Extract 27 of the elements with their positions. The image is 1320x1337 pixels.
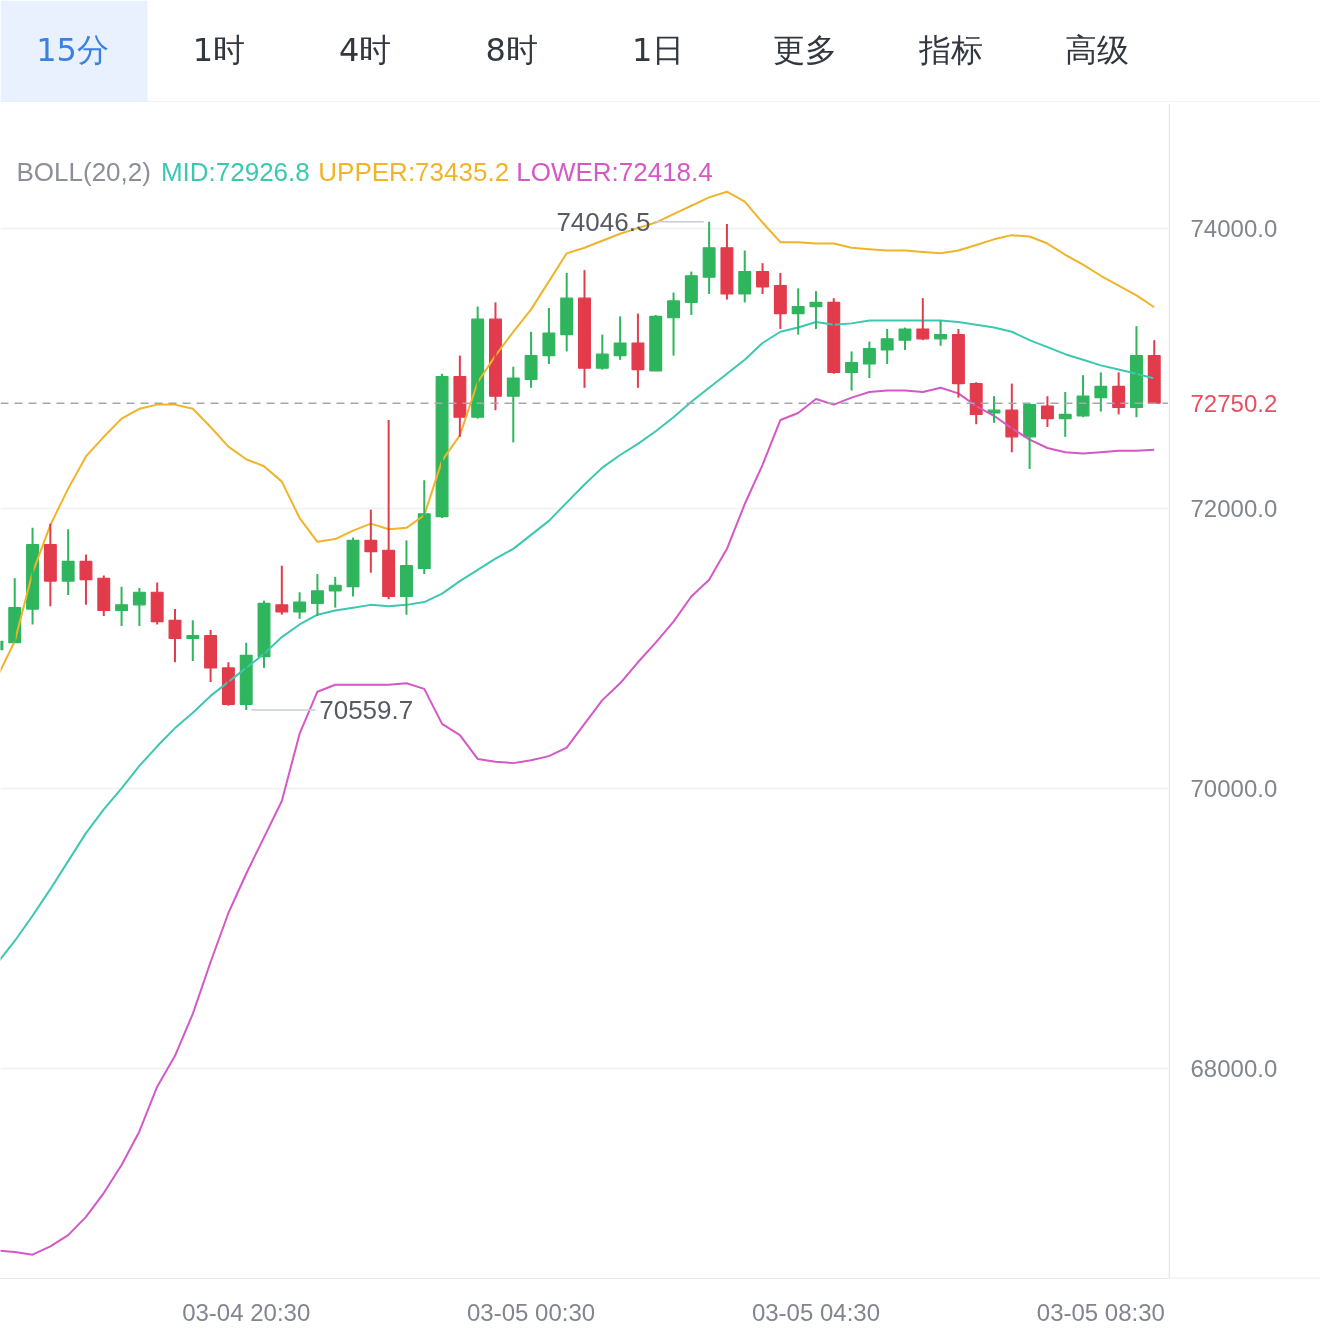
y-tick-label: 72000.0	[1190, 494, 1278, 522]
text: LOWER:72418.4	[516, 156, 713, 187]
annotation: 70559.7	[319, 694, 414, 725]
text: MID:72926.8	[160, 156, 310, 187]
candlestick	[898, 326, 912, 351]
text: UPPER:73435.2	[318, 156, 510, 187]
text: 更多	[772, 30, 837, 69]
text: 高级	[1065, 30, 1130, 69]
x-tick-label: 03-04 20:30	[182, 1298, 311, 1326]
candlestick	[275, 564, 289, 616]
y-tick-label: 70000.0	[1190, 774, 1278, 802]
candlestick	[168, 608, 182, 664]
y-tick-label: 68000.0	[1190, 1054, 1278, 1082]
text: 8时	[485, 30, 538, 69]
y-tick-label: 74000.0	[1190, 214, 1278, 242]
text: 1时	[192, 30, 246, 69]
text: 4时	[339, 30, 392, 69]
text: 15分	[36, 30, 109, 69]
candlestick	[293, 591, 307, 620]
legend-title: BOLL(20,2)	[16, 156, 151, 187]
annotation: 74046.5	[556, 206, 651, 237]
x-tick-label: 03-05 00:30	[467, 1298, 596, 1326]
text: 72750.2	[1190, 389, 1278, 417]
x-tick-label: 03-05 08:30	[1036, 1298, 1165, 1326]
text: 1日	[631, 30, 685, 69]
text: 指标	[917, 30, 983, 69]
x-tick-label: 03-05 04:30	[751, 1298, 881, 1326]
